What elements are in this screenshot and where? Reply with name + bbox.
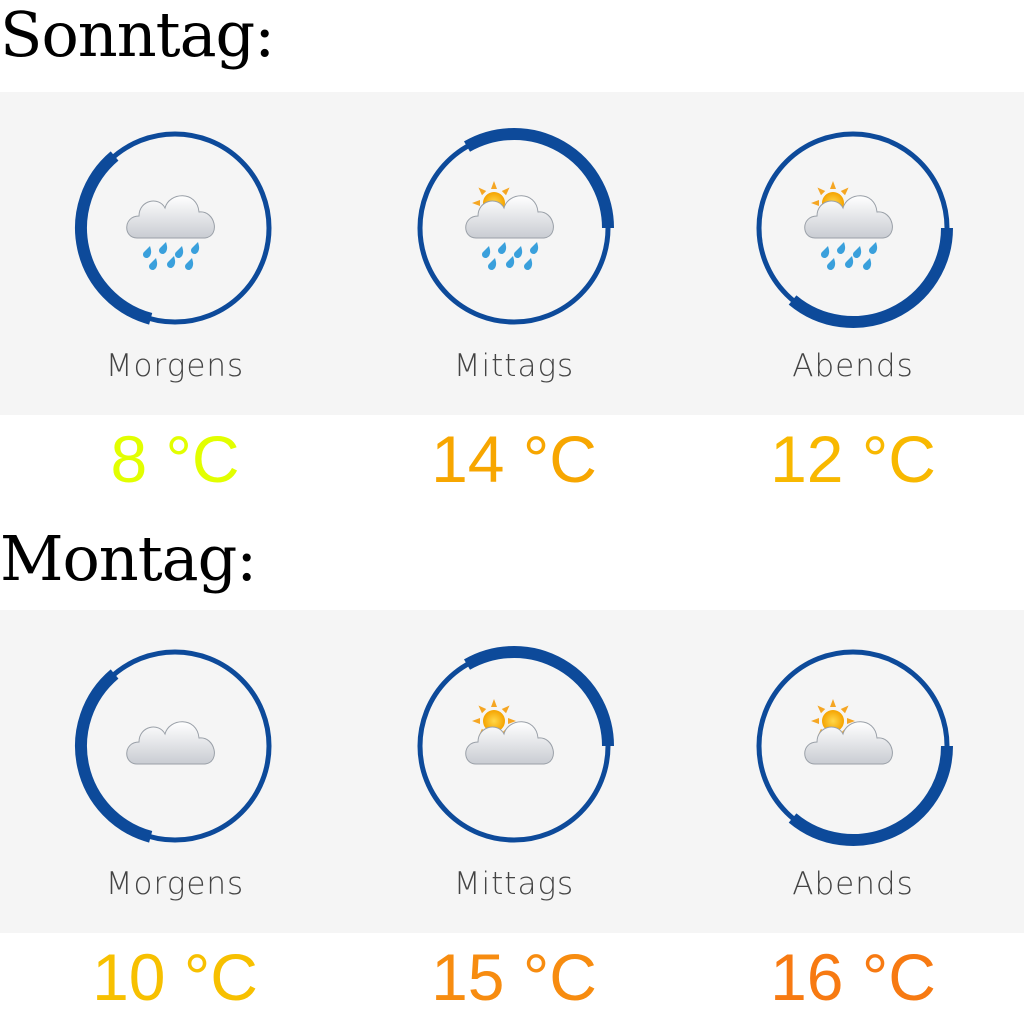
forecast-slot-mittags: Mittags xyxy=(364,644,664,902)
forecast-slot-morgens: Morgens xyxy=(25,644,325,902)
cloud-shape xyxy=(465,195,554,239)
forecast-panel: Morgens Mittags Abends xyxy=(0,92,1024,415)
cloud-shape xyxy=(126,195,215,239)
sun-behind-rain-cloud-icon xyxy=(465,181,554,270)
temperature: 10 °C xyxy=(92,940,258,1014)
temperature: 12 °C xyxy=(770,422,936,496)
rain-cloud-icon xyxy=(126,195,215,270)
weather-ring xyxy=(417,128,614,325)
ring-arc xyxy=(464,128,614,229)
temperature: 8 °C xyxy=(110,422,240,496)
period-label: Mittags xyxy=(453,348,575,384)
forecast-slot-mittags: Mittags xyxy=(364,126,664,384)
day-title: Montag: xyxy=(0,522,257,595)
sun-behind-cloud-icon xyxy=(465,699,554,765)
ring-arc xyxy=(75,669,153,843)
day-title: Sonntag: xyxy=(0,0,275,71)
ring-arc xyxy=(788,227,953,328)
weather-ring xyxy=(756,131,953,328)
temperature: 16 °C xyxy=(770,940,936,1014)
cloud-shape xyxy=(126,721,215,765)
forecast-panel: Morgens Mittags Abends xyxy=(0,610,1024,933)
cloud-shape xyxy=(465,721,554,765)
sun-behind-cloud-icon xyxy=(804,699,893,765)
forecast-slot-abends: Abends xyxy=(703,644,1003,902)
period-label: Morgens xyxy=(105,348,245,384)
period-label: Abends xyxy=(792,348,914,384)
sun-behind-rain-cloud-icon xyxy=(804,181,893,270)
temperature: 14 °C xyxy=(431,422,597,496)
weather-ring xyxy=(756,649,953,846)
ring-arc xyxy=(788,745,953,846)
ring-arc xyxy=(464,646,614,747)
period-label: Morgens xyxy=(105,866,245,902)
forecast-slot-abends: Abends xyxy=(703,126,1003,384)
temperature: 15 °C xyxy=(431,940,597,1014)
period-label: Abends xyxy=(792,866,914,902)
period-label: Mittags xyxy=(453,866,575,902)
ring-arc xyxy=(75,151,153,325)
cloud-shape xyxy=(804,195,893,239)
weather-ring xyxy=(75,649,272,843)
weather-ring xyxy=(417,646,614,843)
weather-ring xyxy=(75,131,272,325)
cloud-shape xyxy=(804,721,893,765)
cloud-icon xyxy=(126,721,215,765)
forecast-slot-morgens: Morgens xyxy=(25,126,325,384)
